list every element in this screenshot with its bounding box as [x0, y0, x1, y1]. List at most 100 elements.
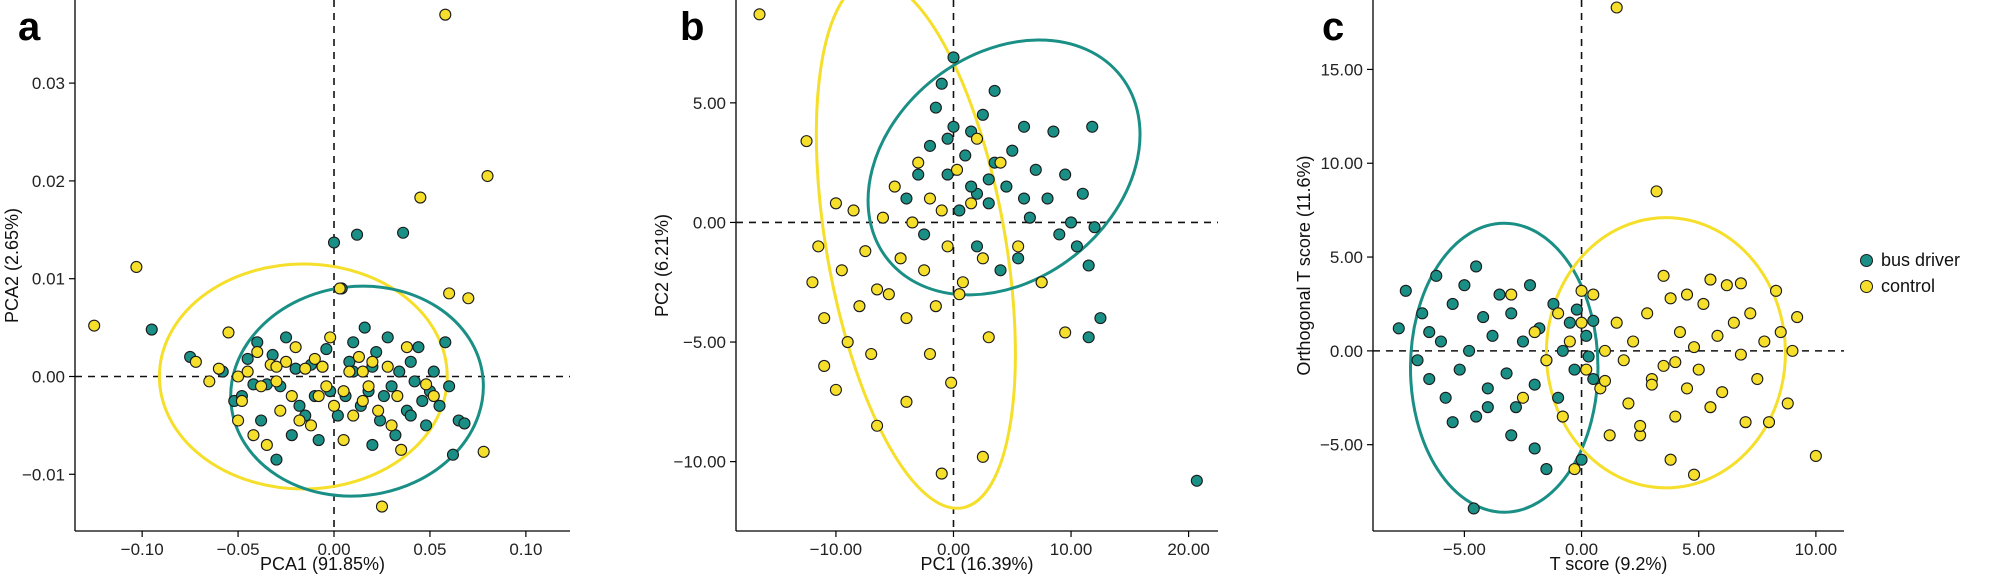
data-point-control — [1598, 344, 1612, 357]
data-point-control — [279, 355, 293, 368]
data-point-control — [1645, 378, 1658, 391]
data-point-control — [876, 211, 890, 224]
data-point-bus-driver — [327, 236, 341, 249]
data-point-bus-driver — [1547, 297, 1560, 311]
data-point-control — [356, 365, 369, 378]
data-point-control — [829, 383, 842, 396]
data-point-bus-driver — [941, 132, 954, 145]
panel-b: b −10.00 0.00 10.00 20.00 −10.00 −5.00 0.00 5.00… — [652, 0, 1218, 574]
data-point-bus-driver — [293, 399, 306, 412]
data-point-control — [477, 445, 490, 458]
data-point-bus-driver — [1023, 211, 1036, 224]
data-point-bus-driver — [366, 438, 379, 451]
data-point-control — [853, 300, 866, 313]
data-point-control — [327, 399, 341, 412]
confidence-ellipse-control — [1544, 216, 1787, 490]
panel-c: c −5.00 0.00 5.00 10.00 −5.00 0.00 5.00 10.00 15.… — [1294, 0, 1844, 574]
data-point-control — [1587, 288, 1600, 301]
data-point-control — [1809, 449, 1822, 462]
data-point-control — [1580, 363, 1593, 376]
data-point-control — [255, 380, 268, 393]
data-point-control — [241, 365, 254, 378]
data-point-bus-driver — [385, 380, 398, 393]
data-point-control — [976, 252, 989, 265]
data-point-control — [1781, 397, 1794, 410]
data-point-bus-driver — [1392, 322, 1405, 335]
data-point-control — [1791, 311, 1804, 324]
panel-a: a −0.10 −0.05 0.00 0.05 0.10 −0.01 0.00 0.01 0.02… — [2, 0, 570, 574]
x-axis-title: PCA1 (91.85%) — [260, 554, 385, 574]
data-point-control — [806, 276, 819, 289]
data-point-bus-driver — [1017, 120, 1031, 133]
data-point-control — [385, 419, 398, 432]
data-point-control — [443, 287, 456, 300]
data-point-bus-driver — [1540, 463, 1553, 476]
y-tick-label: −5.00 — [683, 333, 726, 352]
y-tick-label: 15.00 — [1320, 60, 1363, 79]
legend-item-bus-driver: bus driver — [1860, 247, 1960, 273]
data-point-control — [1516, 391, 1530, 404]
data-point-bus-driver — [1523, 279, 1537, 292]
data-point-control — [882, 288, 895, 301]
panel-letter-b: b — [680, 5, 704, 49]
data-point-control — [130, 260, 143, 274]
data-point-control — [366, 355, 379, 368]
data-point-bus-driver — [929, 101, 942, 114]
panel-letter-c: c — [1322, 5, 1344, 49]
x-tick-label: 0.05 — [413, 540, 446, 559]
data-point-bus-driver — [1563, 316, 1576, 329]
data-point-control — [1035, 276, 1048, 289]
x-axis-title: T score (9.2%) — [1550, 554, 1668, 574]
data-point-control — [818, 312, 831, 325]
data-point-bus-driver — [1470, 410, 1483, 423]
data-point-bus-driver — [1481, 401, 1494, 414]
data-point-bus-driver — [1041, 192, 1054, 205]
data-point-control — [304, 419, 318, 432]
data-point-bus-driver — [270, 453, 283, 466]
data-point-control — [1657, 359, 1670, 372]
data-point-control — [247, 429, 260, 442]
x-tick-label: 0.00 — [937, 540, 970, 559]
data-point-control — [1704, 273, 1717, 286]
data-point-control — [1786, 344, 1799, 357]
data-point-bus-driver — [458, 417, 471, 430]
data-point-control — [391, 389, 404, 403]
data-point-bus-driver — [397, 226, 410, 239]
data-point-control — [1059, 326, 1072, 339]
data-point-bus-driver — [1580, 329, 1593, 342]
data-point-control — [1664, 292, 1677, 305]
data-point-control — [1528, 326, 1541, 339]
data-point-bus-driver — [1006, 144, 1019, 157]
data-point-control — [982, 331, 995, 344]
data-point-bus-driver — [393, 365, 406, 378]
data-point-control — [871, 419, 884, 432]
y-tick-label: 0.03 — [32, 74, 65, 93]
data-point-bus-driver — [982, 197, 995, 210]
legend: bus driver control — [1860, 247, 1960, 299]
data-point-control — [1769, 284, 1783, 297]
x-tick-label: 0.00 — [317, 540, 350, 559]
data-point-bus-driver — [266, 348, 279, 362]
data-point-control — [1774, 326, 1787, 339]
data-point-control — [420, 378, 433, 391]
data-point-bus-driver — [1423, 326, 1436, 339]
x-axis-title: PC1 (16.39%) — [920, 554, 1033, 574]
data-point-control — [1687, 341, 1701, 354]
data-point-control — [395, 443, 408, 456]
data-point-control — [414, 191, 427, 204]
data-point-control — [481, 169, 494, 183]
data-point-bus-driver — [923, 139, 937, 152]
data-point-bus-driver — [965, 180, 978, 193]
data-point-bus-driver — [312, 434, 325, 447]
data-point-control — [976, 450, 989, 463]
data-point-bus-driver — [1568, 363, 1581, 376]
data-point-control — [1634, 419, 1647, 432]
data-point-control — [299, 362, 312, 375]
data-point-bus-driver — [900, 192, 913, 205]
data-point-control — [189, 355, 202, 368]
data-point-bus-driver — [1477, 311, 1490, 324]
data-point-control — [324, 331, 337, 344]
data-point-bus-driver — [1446, 297, 1459, 311]
data-point-control — [212, 362, 225, 375]
data-point-control — [289, 341, 302, 354]
